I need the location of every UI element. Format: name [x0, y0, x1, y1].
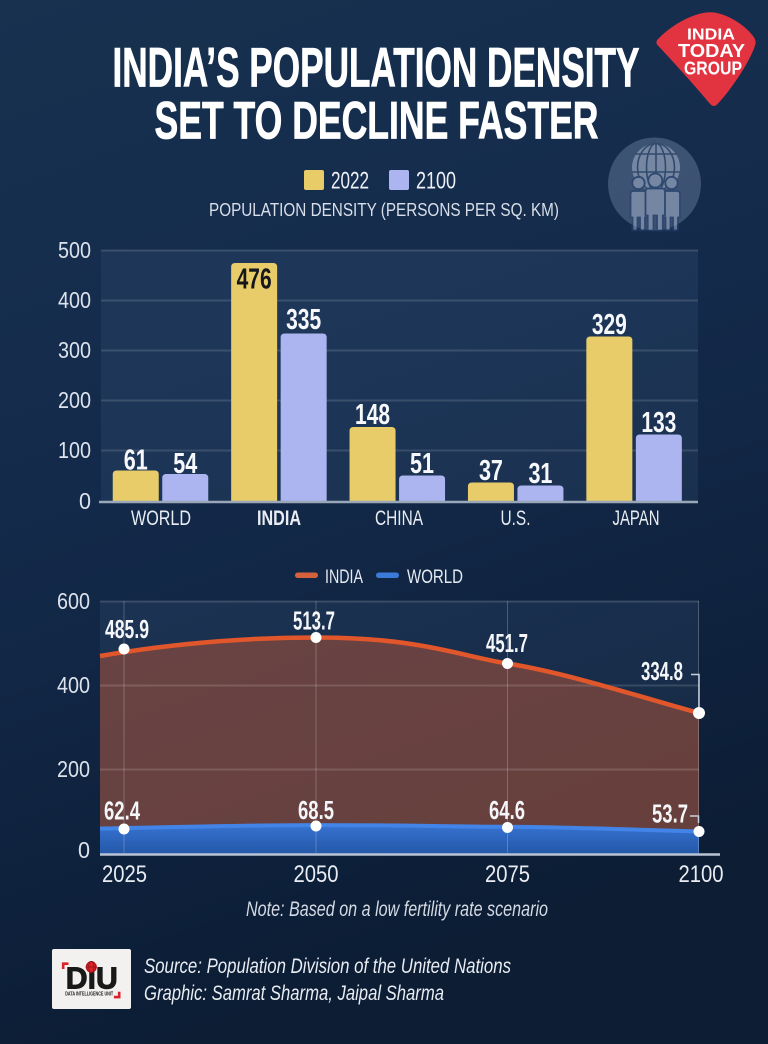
svg-text:2100: 2100 [416, 168, 456, 195]
svg-text:451.7: 451.7 [486, 630, 528, 658]
svg-text:Graphic: Samrat Sharma, Jaipal: Graphic: Samrat Sharma, Jaipal Sharma [144, 982, 444, 1005]
svg-text:JAPAN: JAPAN [613, 507, 660, 530]
svg-text:Note: Based on a low fertility: Note: Based on a low fertility rate scen… [246, 898, 548, 921]
svg-text:WORLD: WORLD [131, 507, 191, 530]
svg-text:37: 37 [479, 455, 503, 487]
svg-text:500: 500 [58, 237, 91, 263]
svg-text:2025: 2025 [102, 861, 147, 888]
svg-text:POPULATION DENSITY (PERSONS PE: POPULATION DENSITY (PERSONS PER SQ. KM) [209, 199, 559, 220]
svg-text:300: 300 [58, 337, 91, 363]
svg-text:GROUP: GROUP [684, 58, 742, 79]
svg-text:133: 133 [641, 407, 676, 439]
svg-text:100: 100 [58, 437, 91, 463]
svg-text:54: 54 [173, 448, 197, 480]
svg-text:SET TO DECLINE FASTER: SET TO DECLINE FASTER [155, 92, 599, 151]
svg-text:0: 0 [78, 837, 90, 863]
svg-text:476: 476 [237, 264, 272, 296]
svg-text:51: 51 [410, 448, 434, 480]
svg-text:335: 335 [286, 304, 321, 336]
svg-text:53.7: 53.7 [652, 801, 688, 829]
svg-text:INDIA: INDIA [257, 507, 301, 530]
svg-text:62.4: 62.4 [104, 798, 141, 826]
svg-text:600: 600 [57, 588, 90, 614]
svg-text:200: 200 [57, 756, 90, 782]
svg-text:U.S.: U.S. [501, 507, 531, 530]
svg-text:0: 0 [79, 488, 91, 514]
svg-text:2075: 2075 [485, 861, 530, 888]
svg-text:513.7: 513.7 [293, 608, 335, 636]
svg-text:WORLD: WORLD [407, 566, 463, 588]
svg-text:334.8: 334.8 [641, 658, 683, 686]
svg-text:INDIA: INDIA [325, 566, 363, 588]
svg-text:CHINA: CHINA [375, 507, 423, 530]
svg-text:Source: Population Division of: Source: Population Division of the Unite… [144, 955, 511, 978]
svg-text:400: 400 [58, 287, 91, 313]
svg-text:INDIA: INDIA [687, 27, 735, 44]
svg-text:INDIA’S POPULATION DENSITY: INDIA’S POPULATION DENSITY [113, 36, 640, 99]
svg-text:TODAY: TODAY [678, 40, 746, 61]
svg-text:68.5: 68.5 [298, 797, 334, 825]
svg-text:400: 400 [57, 672, 90, 698]
svg-text:31: 31 [528, 458, 552, 490]
svg-text:485.9: 485.9 [105, 616, 149, 644]
svg-text:200: 200 [58, 387, 91, 413]
svg-text:DATA INTELLIGENCE UNIT: DATA INTELLIGENCE UNIT [65, 992, 113, 998]
svg-text:148: 148 [355, 399, 390, 431]
svg-text:64.6: 64.6 [489, 797, 525, 825]
svg-text:2022: 2022 [331, 168, 369, 195]
svg-text:2100: 2100 [679, 861, 724, 888]
svg-text:329: 329 [592, 309, 627, 341]
svg-text:2050: 2050 [294, 861, 339, 888]
svg-text:61: 61 [124, 445, 148, 477]
